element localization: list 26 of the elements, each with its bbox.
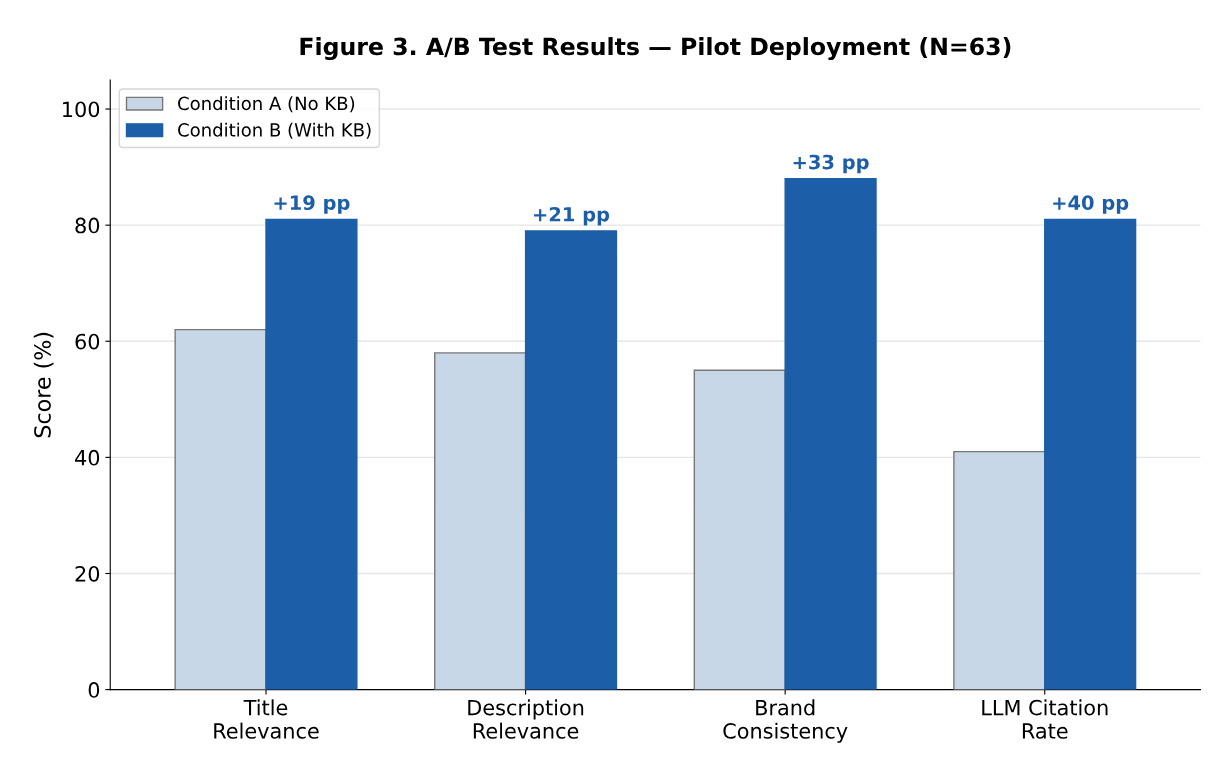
legend-label: Condition B (With KB) xyxy=(178,122,371,139)
annotation: +40 pp xyxy=(1053,195,1129,214)
annotation: +21 pp xyxy=(534,206,610,226)
y-tick-label: 100 xyxy=(63,101,100,118)
bar xyxy=(174,328,267,690)
y-tick-label: 0 xyxy=(88,682,100,698)
bar xyxy=(524,230,618,690)
bar xyxy=(1044,218,1137,690)
chart-title: Figure 3. A/B Test Results — Pilot Deployment (N=63) xyxy=(300,37,1011,61)
y-tick-label: 20 xyxy=(75,565,100,582)
y-tick-label: 80 xyxy=(75,217,100,234)
annotation: +19 pp xyxy=(274,195,350,214)
bar xyxy=(434,352,527,690)
y-axis-title: Score (%) xyxy=(33,332,54,438)
bar xyxy=(265,218,358,690)
x-tick-label: LLM Citation Rate xyxy=(982,699,1108,739)
bar xyxy=(693,369,786,690)
legend-label: Condition A (No KB) xyxy=(178,96,355,113)
x-tick-label: Description Relevance xyxy=(468,699,584,739)
y-tick-label: 40 xyxy=(75,449,100,466)
annotation: +33 pp xyxy=(793,154,869,174)
x-tick-label: Brand Consistency xyxy=(723,699,848,743)
x-tick-label: Title Relevance xyxy=(214,699,319,739)
y-tick-label: 60 xyxy=(75,333,100,350)
bar xyxy=(953,450,1046,690)
bar xyxy=(784,178,877,690)
